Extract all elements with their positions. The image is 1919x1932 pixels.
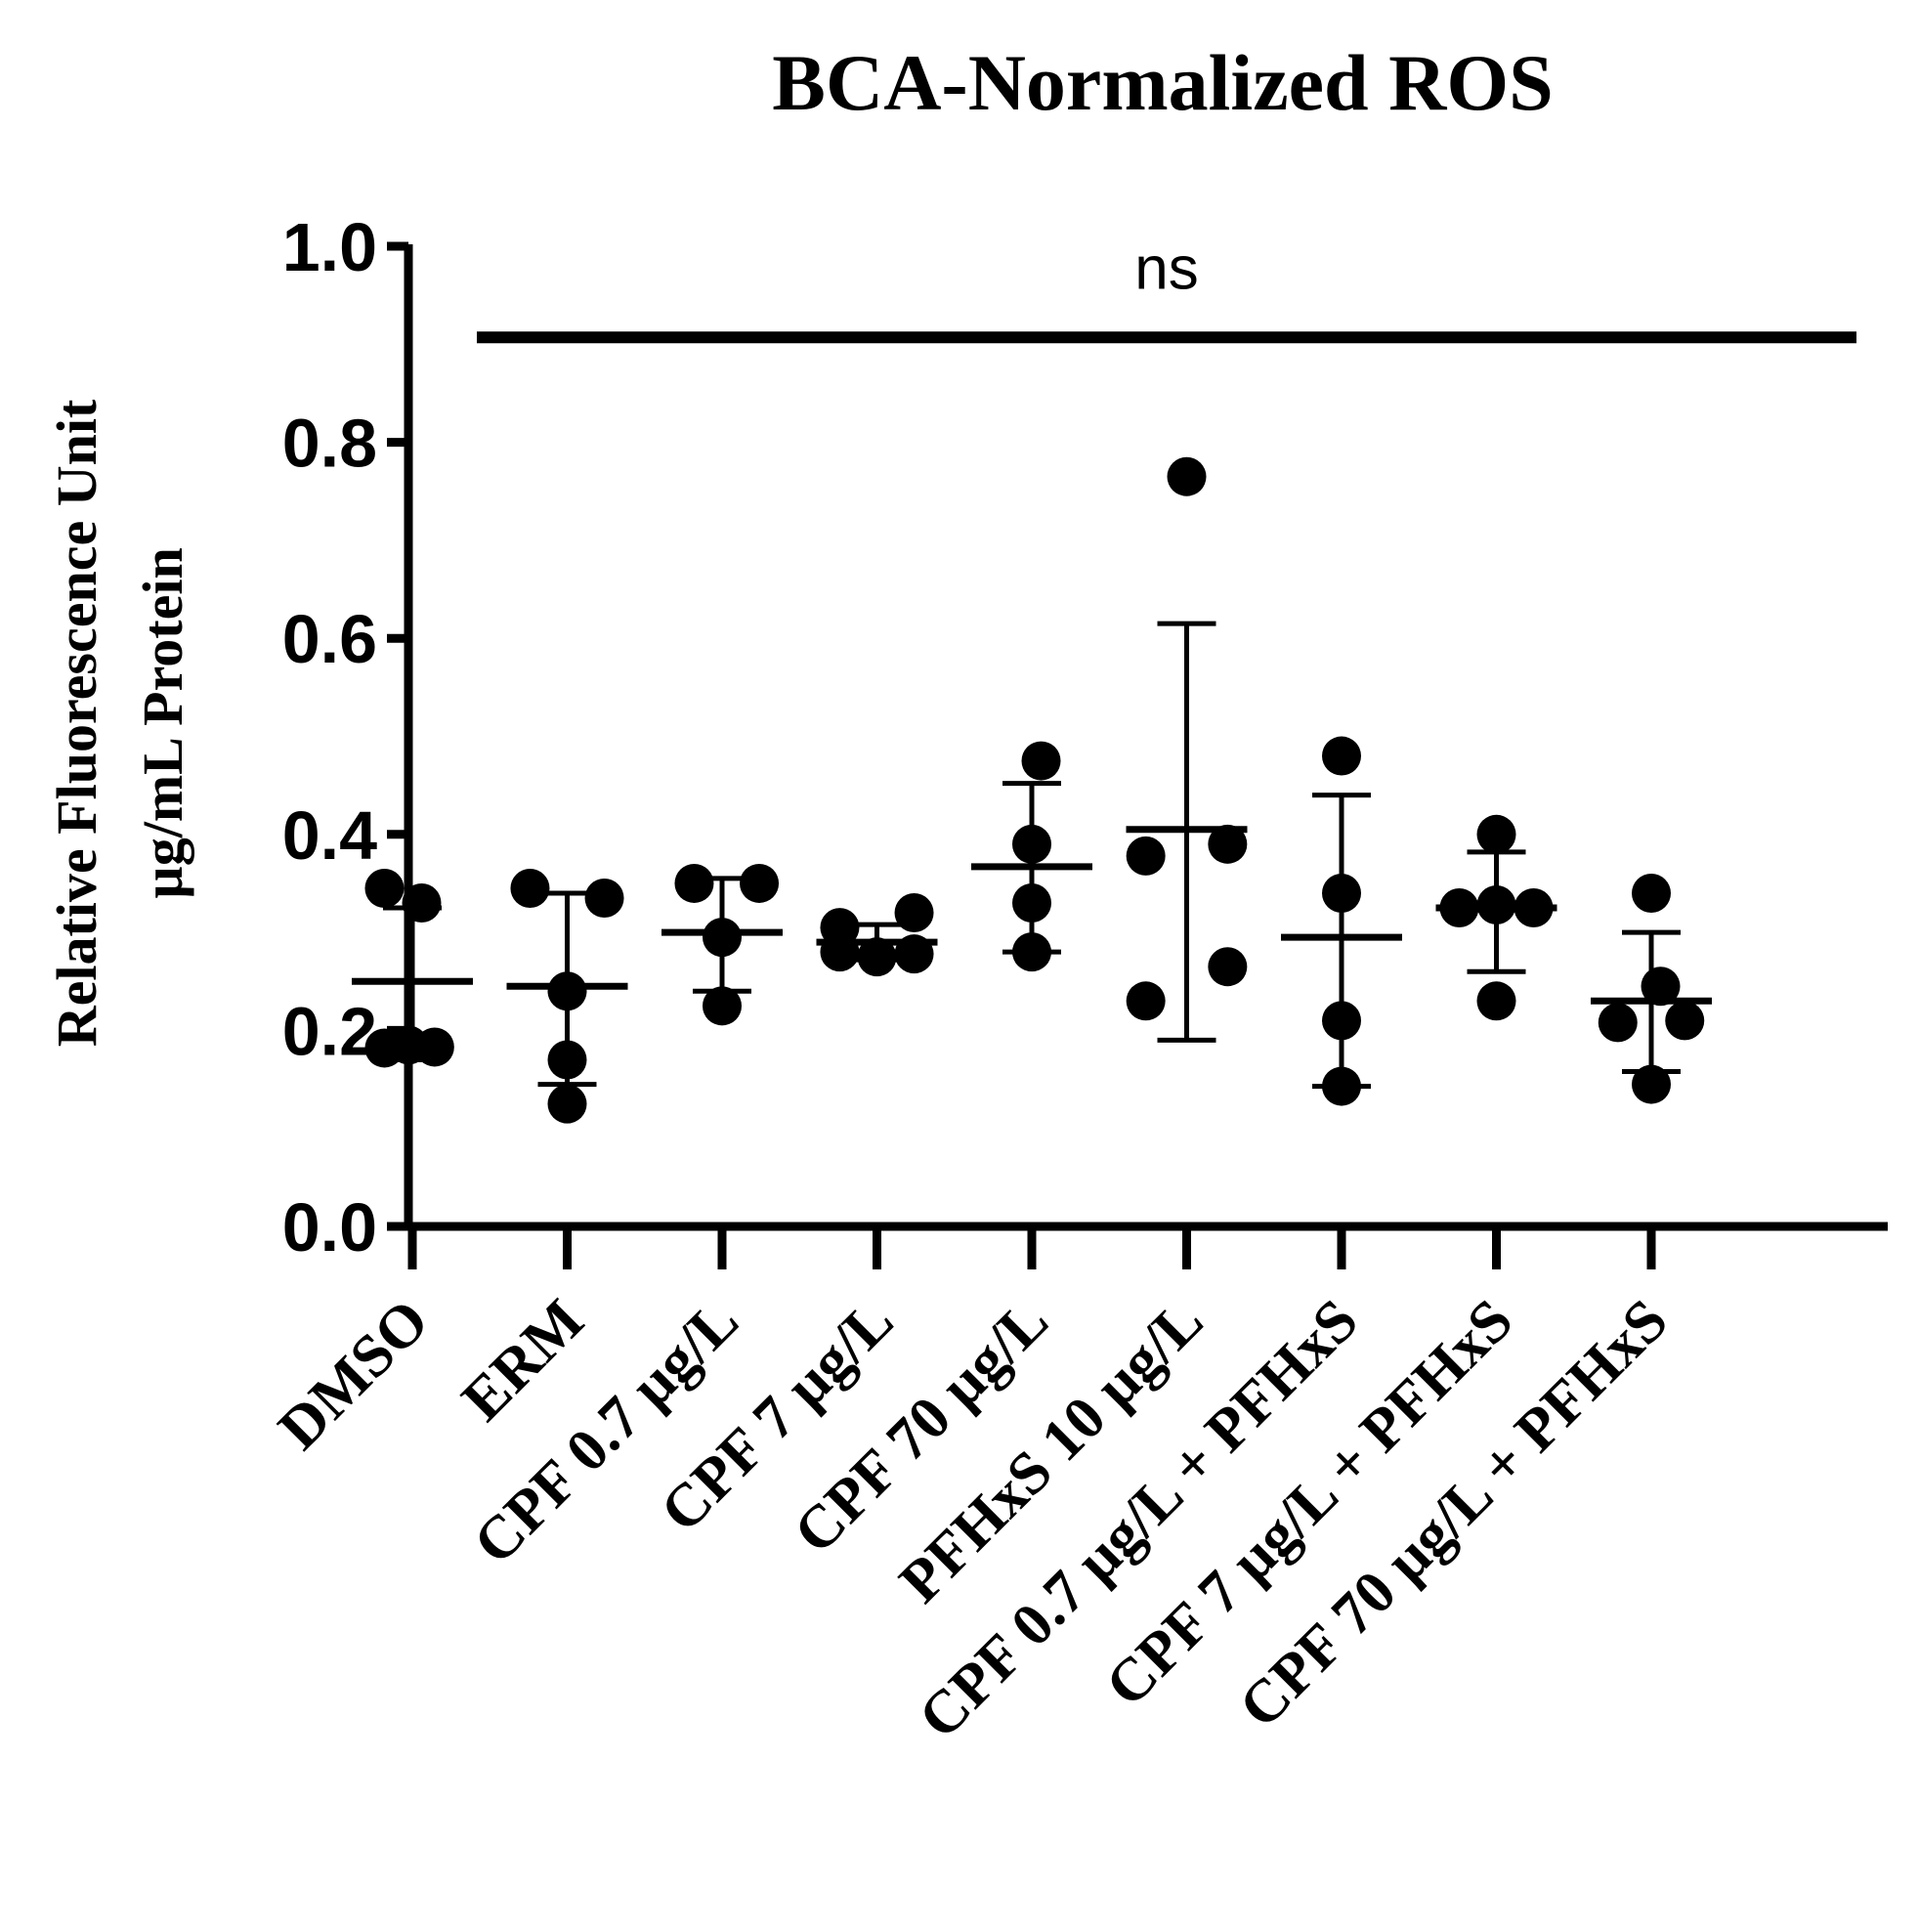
data-point xyxy=(402,883,442,923)
group-8 xyxy=(1435,814,1557,1021)
y-tick-label: 0.2 xyxy=(282,993,377,1069)
group-9 xyxy=(1591,873,1712,1104)
data-point xyxy=(1167,456,1207,496)
y-axis-label-line-1: Relative Fluorescence Unit xyxy=(45,399,108,1047)
group-6 xyxy=(1126,456,1248,1043)
data-point xyxy=(703,918,742,958)
y-tick-label: 0.0 xyxy=(282,1189,377,1266)
data-point xyxy=(1322,873,1361,913)
data-point xyxy=(674,863,714,903)
data-point xyxy=(1476,981,1516,1021)
group-5 xyxy=(971,741,1092,972)
data-point xyxy=(1632,1064,1671,1104)
data-point xyxy=(364,868,405,908)
x-tick-label: ERM xyxy=(449,1287,596,1434)
y-ticks: 0.0 0.2 0.4 0.6 0.8 1.0 xyxy=(282,209,408,1266)
group-4 xyxy=(816,893,938,977)
group-1 xyxy=(352,868,473,1068)
data-point xyxy=(1126,981,1166,1021)
data-point xyxy=(740,863,780,903)
data-point xyxy=(1012,932,1051,972)
data-point xyxy=(547,1040,587,1080)
y-tick-label: 0.6 xyxy=(282,601,377,677)
annotations: ns xyxy=(477,235,1856,344)
data-point xyxy=(1598,1003,1638,1043)
data-point xyxy=(1208,824,1248,864)
data-marks xyxy=(352,456,1712,1124)
group-2 xyxy=(506,868,628,1124)
significance-label: ns xyxy=(1134,235,1198,302)
y-tick-label: 1.0 xyxy=(282,209,377,285)
y-axis-label: Relative Fluorescence Unit µg/mL Protein xyxy=(45,399,194,1047)
axes xyxy=(404,244,1888,1231)
data-point xyxy=(1439,888,1479,928)
data-point xyxy=(1476,814,1516,854)
y-axis-label-line-2: µg/mL Protein xyxy=(131,547,194,898)
data-point xyxy=(584,878,624,918)
data-point xyxy=(1208,947,1248,987)
data-point xyxy=(1632,873,1671,913)
data-point xyxy=(1514,888,1554,928)
data-point xyxy=(820,932,860,972)
data-point xyxy=(389,1025,429,1065)
data-point xyxy=(1126,836,1166,876)
data-point xyxy=(1021,741,1061,781)
y-tick-label: 0.4 xyxy=(282,797,377,874)
data-point xyxy=(894,893,934,933)
data-point xyxy=(1012,824,1051,864)
data-point xyxy=(510,868,550,908)
group-3 xyxy=(661,863,783,1026)
data-point xyxy=(1665,1001,1705,1041)
data-point xyxy=(1012,883,1051,923)
data-point xyxy=(703,986,742,1026)
data-point xyxy=(857,937,897,977)
chart-title: BCA-Normalized ROS xyxy=(772,38,1553,127)
data-point xyxy=(1322,1001,1361,1041)
data-point xyxy=(1322,1066,1361,1106)
data-point xyxy=(547,971,587,1011)
group-7 xyxy=(1281,736,1402,1106)
x-tick-label: DMSO xyxy=(266,1287,442,1463)
y-tick-label: 0.8 xyxy=(282,406,377,482)
data-point xyxy=(1322,736,1361,776)
data-point xyxy=(1476,885,1516,925)
data-point xyxy=(894,934,934,974)
data-point xyxy=(547,1084,587,1124)
data-point xyxy=(1641,966,1681,1007)
